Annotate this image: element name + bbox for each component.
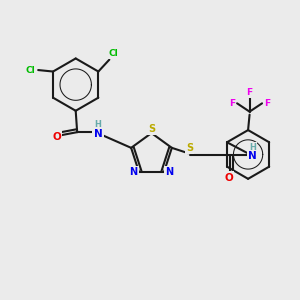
- Text: N: N: [248, 151, 257, 161]
- Text: N: N: [130, 167, 138, 177]
- Text: S: S: [148, 124, 155, 134]
- Text: Cl: Cl: [108, 49, 118, 58]
- Text: H: H: [94, 120, 101, 129]
- Text: O: O: [52, 132, 61, 142]
- Text: H: H: [249, 143, 256, 152]
- Text: N: N: [165, 167, 173, 177]
- Text: F: F: [229, 99, 235, 108]
- Text: S: S: [186, 143, 193, 153]
- Text: F: F: [264, 99, 271, 108]
- Text: O: O: [224, 172, 233, 183]
- Text: N: N: [94, 129, 102, 139]
- Text: F: F: [247, 88, 253, 97]
- Text: Cl: Cl: [26, 65, 36, 74]
